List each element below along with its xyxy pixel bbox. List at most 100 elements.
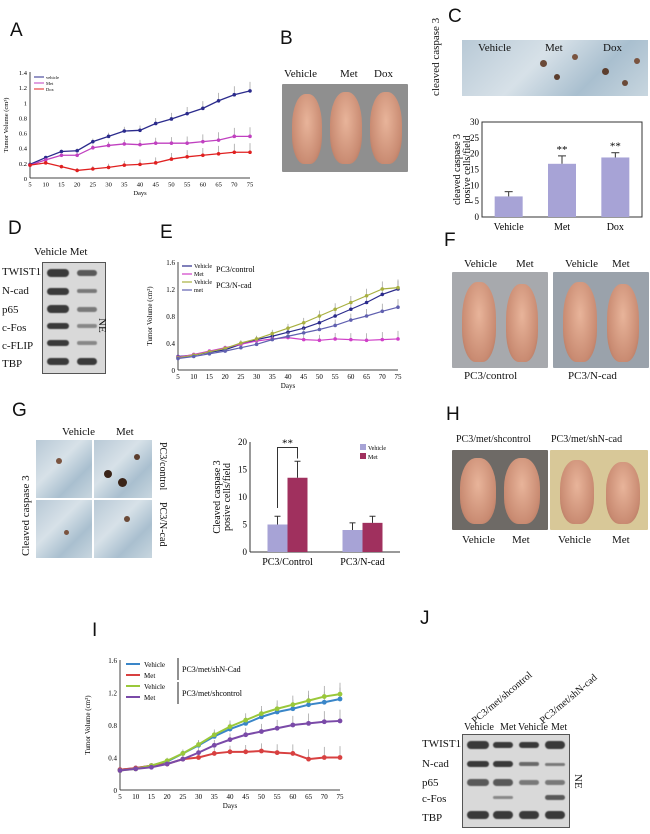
f-caption: PC3/control xyxy=(464,370,518,382)
data-point xyxy=(349,307,353,312)
band xyxy=(545,780,565,785)
g-row-label: PC3/N-cad xyxy=(157,502,168,547)
x-tick-label: 60 xyxy=(200,182,207,189)
x-tick-label: 30 xyxy=(253,373,260,381)
band xyxy=(467,741,489,749)
j-col-label: Met xyxy=(551,722,568,733)
band xyxy=(467,811,489,819)
ihc-g-3 xyxy=(36,500,92,558)
band xyxy=(545,795,565,800)
data-point xyxy=(75,153,79,158)
bar xyxy=(494,196,523,217)
y-tick-label: 30 xyxy=(470,117,480,127)
data-point xyxy=(321,694,327,699)
data-point xyxy=(333,337,337,341)
data-point xyxy=(196,755,201,760)
f-caption: PC3/N-cad xyxy=(568,370,617,382)
data-point xyxy=(270,331,275,336)
x-axis-title: Days xyxy=(223,802,238,810)
f-label: Vehicle xyxy=(565,258,598,270)
band xyxy=(47,340,69,346)
f-label: Vehicle xyxy=(464,258,497,270)
data-point xyxy=(396,305,400,310)
f-label: Met xyxy=(612,258,630,270)
y-tick-label: 0 xyxy=(172,367,176,375)
x-tick-label: 10 xyxy=(132,793,140,801)
j-row-label: c-Fos xyxy=(422,793,447,805)
x-tick-label: 40 xyxy=(137,182,144,189)
legend-label: Dox xyxy=(46,87,54,92)
data-point xyxy=(201,139,205,144)
data-point xyxy=(396,337,400,341)
y-tick-label: 20 xyxy=(470,149,480,159)
y-tick-label: 10 xyxy=(238,492,248,502)
band xyxy=(77,358,97,365)
mouse-b-2 xyxy=(330,92,362,164)
x-tick-label: PC3/N-cad xyxy=(340,557,384,568)
mouse-b-3 xyxy=(370,92,402,164)
data-point xyxy=(201,153,205,158)
data-point xyxy=(333,307,337,312)
legend-swatch xyxy=(360,453,366,459)
band xyxy=(519,780,539,785)
data-point xyxy=(91,145,95,150)
data-point xyxy=(91,167,95,171)
data-point xyxy=(59,164,64,169)
y-axis-title: Tumor Volume (cm³) xyxy=(3,98,10,153)
j-ne-label: NE xyxy=(572,774,584,789)
band xyxy=(77,289,97,293)
bar xyxy=(342,530,363,552)
data-point xyxy=(290,722,296,728)
c-ihc-label-vehicle: Vehicle xyxy=(478,42,511,54)
data-point xyxy=(180,751,186,756)
data-point xyxy=(317,338,322,343)
data-point xyxy=(349,318,353,322)
legend-label: Vehicle xyxy=(368,446,386,452)
data-point xyxy=(248,150,252,155)
band xyxy=(77,270,97,276)
h-bottom-label: Met xyxy=(512,534,530,546)
data-point xyxy=(364,314,369,318)
y-tick-label: 15 xyxy=(470,165,480,175)
x-tick-label: Dox xyxy=(607,222,624,233)
chart-e: 0 0.4 0.8 1.2 1.6 5 10 15 20 25 30 35 40 45 50 55 60 65 70… xyxy=(146,259,402,390)
x-tick-label: 5 xyxy=(176,373,180,381)
data-point xyxy=(153,161,158,165)
chart-i: 0 0.4 0.8 1.2 1.6 5 10 15 20 25 30 35 40 45 50 55 60 65 70… xyxy=(84,657,344,810)
legend-label: Met xyxy=(368,455,378,461)
data-point xyxy=(75,148,79,153)
mouse-f-3 xyxy=(563,282,597,362)
panel-label-a: A xyxy=(10,20,23,41)
y-tick-label: 1.6 xyxy=(166,259,175,267)
data-point xyxy=(211,742,217,748)
data-point xyxy=(380,337,385,342)
data-point xyxy=(364,293,369,298)
data-point xyxy=(43,158,48,162)
data-point xyxy=(380,309,385,314)
data-point xyxy=(321,755,327,760)
data-point xyxy=(75,168,79,173)
band xyxy=(493,796,513,799)
data-point xyxy=(232,134,237,139)
c-ihc-label-met: Met xyxy=(545,42,563,54)
data-point xyxy=(317,314,322,318)
data-point xyxy=(306,756,311,762)
blot-d xyxy=(42,262,106,374)
y-tick-label: 1.2 xyxy=(19,85,27,92)
data-point xyxy=(185,141,189,145)
x-tick-label: 25 xyxy=(179,793,187,801)
data-point xyxy=(259,711,264,717)
x-tick-label: 55 xyxy=(274,793,282,801)
data-point xyxy=(349,337,353,342)
data-point xyxy=(169,141,174,145)
data-point xyxy=(133,766,139,772)
y-tick-label: 15 xyxy=(238,465,248,475)
panel-label-e: E xyxy=(160,222,173,243)
data-point xyxy=(211,751,217,756)
d-row-label: TWIST1 xyxy=(2,266,42,278)
data-point xyxy=(232,92,237,97)
data-point xyxy=(337,691,343,697)
stain-dot xyxy=(64,530,69,535)
chart-g: 0 5 10 15 20 PC3/Control PC3/N-cad ** Vehicle Met… xyxy=(212,437,400,568)
stain-dot xyxy=(124,516,130,522)
